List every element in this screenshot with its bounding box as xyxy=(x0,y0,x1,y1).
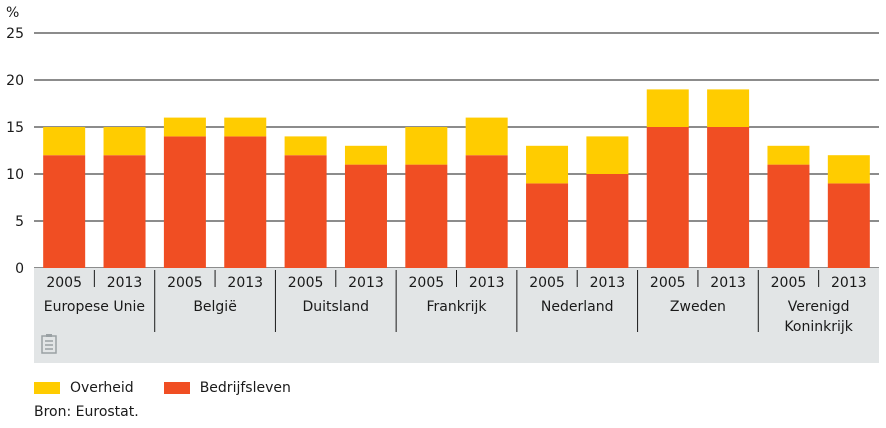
group-label: België xyxy=(193,299,237,315)
bar-overheid xyxy=(43,127,86,156)
legend-item-bedrijfsleven: Bedrijfsleven xyxy=(163,380,291,396)
bar-bedrijfsleven xyxy=(707,127,750,268)
bar-bedrijfsleven xyxy=(284,155,327,268)
x-tick-label: 2013 xyxy=(227,275,263,291)
legend-swatch-bedrijfsleven xyxy=(163,382,190,394)
bar-overheid xyxy=(465,117,508,156)
bar-overheid xyxy=(526,145,569,184)
x-tick-label: 2013 xyxy=(831,275,867,291)
legend: Overheid Bedrijfsleven xyxy=(34,380,291,396)
bar-bedrijfsleven xyxy=(344,164,387,268)
y-unit-label: % xyxy=(6,5,19,21)
x-tick-label: 2005 xyxy=(167,275,203,291)
x-tick-label: 2005 xyxy=(288,275,324,291)
x-tick-label: 2005 xyxy=(650,275,686,291)
y-tick-label: 25 xyxy=(6,26,24,42)
document-icon xyxy=(41,334,57,354)
bar-overheid xyxy=(767,145,810,165)
x-tick-label: 2013 xyxy=(590,275,626,291)
legend-swatch-overheid xyxy=(34,382,60,394)
x-tick-label: 2005 xyxy=(46,275,82,291)
y-tick-label: 20 xyxy=(6,73,24,89)
bar-bedrijfsleven xyxy=(163,136,206,268)
bar-overheid xyxy=(344,145,387,165)
bar-bedrijfsleven xyxy=(526,183,569,268)
y-tick-label: 0 xyxy=(15,261,24,277)
bar-bedrijfsleven xyxy=(103,155,146,268)
x-tick-label: 2013 xyxy=(107,275,143,291)
bar-overheid xyxy=(646,89,689,127)
x-tick-label: 2005 xyxy=(529,275,565,291)
legend-item-overheid: Overheid xyxy=(34,380,134,396)
x-tick-label: 2013 xyxy=(469,275,505,291)
bar-bedrijfsleven xyxy=(405,164,448,268)
y-tick-label: 5 xyxy=(15,214,24,230)
bar-overheid xyxy=(163,117,206,137)
bar-overheid xyxy=(103,127,146,156)
group-label: Frankrijk xyxy=(427,299,488,315)
bar-bedrijfsleven xyxy=(224,136,267,268)
group-label: Nederland xyxy=(541,299,614,315)
group-label: Koninkrijk xyxy=(784,319,853,335)
bar-overheid xyxy=(224,117,267,137)
group-label: Duitsland xyxy=(303,299,370,315)
source-note: Bron: Eurostat. xyxy=(34,404,139,420)
bar-bedrijfsleven xyxy=(767,164,810,268)
legend-label-bedrijfsleven: Bedrijfsleven xyxy=(199,380,291,396)
bar-bedrijfsleven xyxy=(43,155,86,268)
bar-overheid xyxy=(405,127,448,165)
x-tick-label: 2005 xyxy=(771,275,807,291)
group-label: Verenigd xyxy=(788,299,850,315)
bar-bedrijfsleven xyxy=(465,155,508,268)
y-tick-label: 15 xyxy=(6,120,24,136)
y-tick-label: 10 xyxy=(6,167,24,183)
bar-bedrijfsleven xyxy=(646,127,689,268)
bar-overheid xyxy=(707,89,750,127)
chart: % 0 5 10 15 20 25 2005 2013 2005 2013 2005 2013 200… xyxy=(6,5,879,363)
bar-overheid xyxy=(827,155,870,184)
x-tick-label: 2013 xyxy=(348,275,384,291)
bar-overheid xyxy=(284,136,327,156)
x-tick-label: 2013 xyxy=(710,275,746,291)
x-tick-label: 2005 xyxy=(409,275,445,291)
bar-bedrijfsleven xyxy=(586,174,629,268)
group-label: Europese Unie xyxy=(44,299,145,315)
group-label: Zweden xyxy=(670,299,726,315)
legend-label-overheid: Overheid xyxy=(70,380,134,396)
bar-overheid xyxy=(586,136,629,174)
bar-bedrijfsleven xyxy=(827,183,870,268)
